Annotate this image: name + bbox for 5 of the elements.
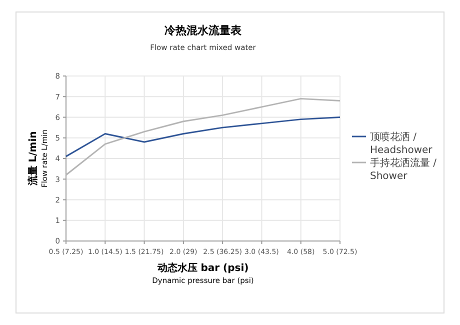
legend-label: 手持花洒流量 / Shower (370, 157, 438, 182)
chart-title: 冷热混水流量表 (164, 24, 242, 37)
line-series (65, 98, 341, 176)
legend-label: 顶喷花洒 / Headshower (370, 131, 434, 156)
line-series (65, 116, 341, 158)
